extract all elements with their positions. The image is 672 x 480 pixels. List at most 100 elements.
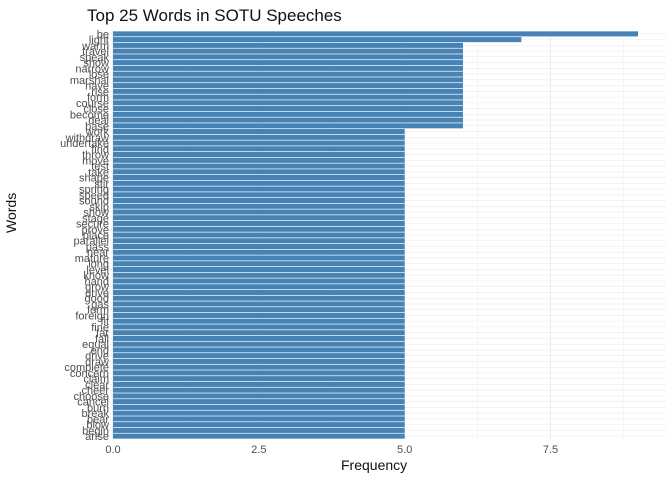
bar-drive — [113, 353, 405, 359]
y-tick-label: form — [87, 305, 109, 317]
y-tick-label: claim — [83, 374, 109, 386]
y-tick-label: good — [85, 293, 109, 305]
y-tick-label: bear — [87, 414, 109, 426]
y-tick-label: parallel — [74, 236, 109, 248]
x-tick-labels: 0.0 2.5 5.0 7.5 — [105, 444, 558, 456]
bar-sound — [113, 197, 405, 204]
bar-skip — [113, 203, 405, 209]
y-tick-label: have — [85, 81, 109, 93]
y-tick-label: warm — [81, 40, 109, 52]
x-tick-label: 0.0 — [105, 444, 120, 456]
y-tick-label: work — [85, 127, 110, 139]
y-tick-label: far — [96, 328, 109, 340]
y-tick-label: form — [87, 92, 109, 104]
bar-arise — [113, 433, 405, 439]
bar-deal — [113, 117, 463, 123]
x-tick-label: 7.5 — [543, 444, 558, 456]
bar-foreign — [113, 312, 405, 318]
y-tick-label: end — [91, 345, 109, 357]
bar-travel — [113, 48, 463, 54]
bar-prove — [113, 226, 405, 232]
y-tick-label: show — [83, 207, 109, 219]
bar-fall — [113, 335, 405, 341]
y-tick-label: secure — [76, 219, 109, 231]
bar-near — [113, 249, 405, 255]
bar-long — [113, 261, 405, 267]
bar-fine — [113, 324, 405, 330]
bar-shape — [113, 175, 405, 181]
y-tick-label: choose — [74, 391, 109, 403]
bar-complete — [113, 364, 405, 370]
bar-form — [113, 94, 463, 100]
y-tick-label: speed — [79, 190, 109, 202]
bar-take — [113, 169, 405, 175]
bar-test — [113, 163, 405, 169]
y-tick-label: level — [86, 264, 109, 276]
bar-choose — [113, 393, 405, 399]
y-tick-label: stir — [94, 178, 109, 190]
bar-have — [113, 83, 463, 89]
y-tick-label: cancel — [77, 397, 109, 409]
y-tick-label: prove — [81, 224, 109, 236]
y-tick-label: blow — [86, 420, 109, 432]
bar-claim — [113, 376, 405, 382]
y-tick-label: gas — [91, 299, 109, 311]
y-tick-label: lose — [89, 69, 109, 81]
y-tick-label: deal — [88, 115, 109, 127]
bar-gas — [113, 301, 405, 307]
y-tick-label: withdraw — [65, 132, 109, 144]
y-tick-label: place — [83, 230, 109, 242]
bar-grow — [113, 284, 405, 290]
y-tick-label: fine — [91, 322, 109, 334]
y-tick-label: hand — [85, 276, 109, 288]
bar-stage — [113, 215, 405, 221]
y-tick-label: long — [88, 259, 109, 271]
bar-fit — [113, 318, 405, 324]
bar-withdraw — [113, 134, 405, 140]
bar-base — [113, 123, 463, 129]
bar-close — [113, 106, 463, 112]
bar-know — [113, 272, 405, 278]
bar-lose — [113, 71, 463, 77]
bar-find — [113, 146, 405, 152]
bar-light — [113, 37, 522, 43]
y-tick-label: clear — [85, 379, 109, 391]
bar-course — [113, 100, 463, 106]
bar-form — [113, 307, 405, 313]
bar-hand — [113, 278, 405, 284]
y-tick-label: move — [82, 155, 109, 167]
bar-blow — [113, 422, 405, 428]
bar-show — [113, 60, 463, 66]
y-tick-label: marshal — [70, 75, 109, 87]
bar-concern — [113, 370, 405, 376]
y-tick-label: grow — [85, 282, 109, 294]
bar-rise — [113, 88, 463, 94]
bar-break — [113, 410, 405, 416]
y-tick-label: near — [87, 247, 109, 259]
bar-level — [113, 266, 405, 273]
y-tick-label: narrow — [75, 63, 109, 75]
bar-secure — [113, 220, 405, 227]
y-tick-label: shape — [79, 173, 109, 185]
y-tick-label: course — [76, 98, 109, 110]
y-tick-label: arise — [85, 431, 109, 443]
y-tick-label: take — [88, 167, 109, 179]
y-tick-label: be — [97, 29, 109, 41]
bar-work — [113, 129, 405, 135]
y-tick-label: spring — [79, 184, 109, 196]
y-tick-label: pass — [86, 241, 110, 253]
bar-stir — [113, 180, 405, 186]
y-tick-label: know — [83, 270, 109, 282]
bar-far — [113, 330, 405, 336]
bar-cancel — [113, 399, 405, 405]
bar-bear — [113, 416, 405, 422]
x-tick-label: 2.5 — [251, 444, 266, 456]
bar-speed — [113, 192, 405, 198]
y-tick-label: close — [83, 104, 109, 116]
bar-be — [113, 31, 638, 37]
bar-mature — [113, 255, 405, 261]
x-tick-label: 5.0 — [397, 444, 412, 456]
y-tick-label: skip — [89, 201, 109, 213]
bar-pass — [113, 243, 405, 250]
y-tick-label: speak — [80, 52, 110, 64]
